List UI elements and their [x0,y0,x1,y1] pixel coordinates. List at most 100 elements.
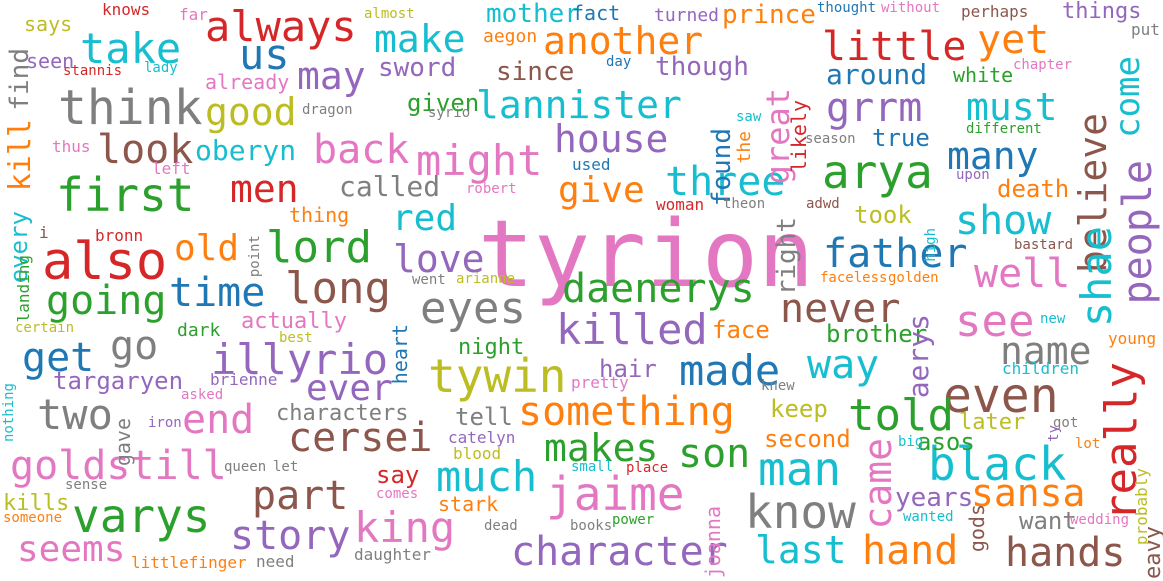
word-asos: asos [917,428,975,456]
word-white: white [953,63,1014,87]
word-given: given [407,89,480,117]
word-black: black [928,437,1067,491]
word-hair: hair [599,355,657,383]
word-took: took [854,201,912,229]
word-need: need [256,552,295,571]
word-day: day [606,54,632,70]
word-called: called [339,170,441,203]
word-theon: theon [723,196,766,212]
word-saw: saw [736,109,762,125]
word-adwd: adwd [806,196,840,212]
word-man: man [758,442,842,496]
word-used: used [572,155,611,174]
word-actually: actually [241,309,347,334]
word-without: without [881,0,941,16]
word-makes: makes [544,426,659,470]
word-certain: certain [15,320,75,336]
word-shae: shae [1072,226,1121,328]
word-kill: kill [3,119,38,192]
word-different: different [966,121,1042,137]
word-ever: ever [306,368,393,409]
word-face: face [712,316,770,344]
word-part: part [252,473,349,519]
word-bastard: bastard [1014,237,1074,253]
word-someone: someone [3,510,63,526]
word-sense: sense [65,477,108,493]
word-last: last [755,528,847,572]
word-found: found [707,128,737,207]
word-tell: tell [455,403,513,431]
word-back: back [313,127,410,173]
word-already: already [205,70,290,94]
word-knows: knows [102,0,151,19]
word-goldstill: goldstill [10,443,227,489]
word-best: best [279,330,313,346]
word-made: made [679,346,781,395]
word-want: want [1019,507,1077,535]
word-put: put [1131,20,1160,39]
word-see: see [955,296,1035,347]
word-king: king [354,503,456,552]
word-go: go [110,323,159,369]
word-season: season [805,131,856,147]
word-wedding: wedding [1070,512,1130,528]
word-lot: lot [1075,436,1101,452]
word-story: story [230,513,351,559]
word-first: first [56,168,195,222]
word-woman: woman [656,195,705,214]
word-get: get [22,335,95,381]
word-grrm: grrm [826,85,923,131]
word-old: old [174,228,240,269]
word-people: people [1115,160,1161,305]
word-turned: turned [654,5,720,26]
word-characters: characters [276,401,409,426]
word-blood: blood [453,444,502,463]
word-yet: yet [977,17,1050,63]
word-stannis: stannis [63,63,123,79]
word-the: the [734,131,755,164]
word-later: later [959,410,1026,435]
word-give: give [558,170,645,211]
word-might: might [416,136,543,185]
word-small: small [571,459,614,475]
word-upon: upon [956,167,990,183]
word-stark: stark [438,492,499,516]
word-time: time [169,270,266,316]
word-dead: dead [484,518,518,534]
word-heavy: heavy [1141,526,1163,581]
word-cersei: cersei [288,415,433,461]
word-catelyn: catelyn [448,428,516,447]
word-make: make [374,17,466,61]
word-wanted: wanted [903,509,954,525]
word-seen: seen [26,49,75,73]
word-landing: landing [14,255,33,323]
word-come: come [1108,56,1148,138]
word-well: well [974,251,1071,297]
word-kills: kills [3,491,70,516]
word-keep: keep [770,395,828,423]
word-oberyn: oberyn [195,134,297,167]
word-knew: knew [761,378,795,394]
word-syrio: syrio [428,105,471,121]
word-many: many [947,134,1039,178]
word-daenerys: daenerys [562,266,755,312]
word-going: going [46,278,167,324]
word-love: love [393,237,485,281]
word-almost: almost [364,6,415,22]
word-dark: dark [177,320,221,341]
word-sword: sword [378,53,457,83]
word-golden: golden [888,270,939,286]
word-though: though [655,52,749,82]
word-think: think [58,80,203,136]
word-tywin: tywin [428,349,567,403]
word-perhaps: perhaps [961,2,1029,21]
word-since: since [496,57,575,87]
word-two: two [37,390,113,439]
word-lannister: lannister [476,83,682,127]
word-may: may [297,54,366,98]
word-brienne: brienne [210,370,278,389]
word-mother: mother [486,0,580,29]
word-good: good [205,90,297,134]
word-gave: gave [111,418,135,467]
word-tyrion: tyrion [478,200,814,308]
